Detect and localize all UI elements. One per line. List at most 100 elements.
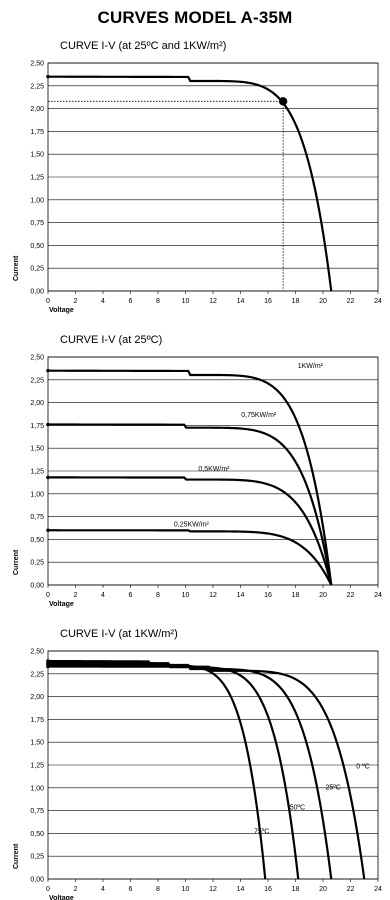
x-tick-label: 16 <box>264 592 272 599</box>
y-tick-label: 1,25 <box>30 469 44 476</box>
series-line <box>47 665 366 880</box>
series-label: 0,5KW/m² <box>198 466 230 473</box>
x-tick-label: 0 <box>46 886 50 893</box>
x-tick-label: 2 <box>74 592 78 599</box>
x-tick-label: 12 <box>209 298 217 305</box>
series-label: 1KW/m² <box>298 363 324 370</box>
y-tick-label: 0,00 <box>30 877 44 884</box>
x-tick-label: 24 <box>374 886 382 893</box>
x-axis-label: Voltage <box>49 601 74 608</box>
y-tick-label: 1,50 <box>30 446 44 453</box>
y-tick-label: 1,25 <box>30 763 44 770</box>
y-tick-label: 0,75 <box>30 808 44 815</box>
y-tick-label: 2,00 <box>30 106 44 113</box>
y-tick-label: 0,50 <box>30 537 44 544</box>
series-line <box>47 659 267 880</box>
series-label: 75ºC <box>254 828 269 835</box>
chart-1-iv-curve: 0,00 0,25 0,50 0,75 1,00 1,25 1,50 1,75 2,00 2,25… <box>13 61 382 315</box>
y-tick-label: 2,25 <box>30 83 44 90</box>
x-tick-label: 6 <box>129 298 133 305</box>
x-tick-label: 8 <box>156 592 160 599</box>
chart-1-title: CURVE I-V (at 25ºC and 1KW/m²) <box>60 40 227 52</box>
y-tick-label: 0,75 <box>30 220 44 227</box>
y-tick-label: 1,75 <box>30 129 44 136</box>
y-tick-label: 2,50 <box>30 355 44 362</box>
isc-point <box>46 422 50 427</box>
x-tick-label: 14 <box>237 592 245 599</box>
y-tick-label: 2,50 <box>30 61 44 68</box>
y-tick-label: 1,50 <box>30 740 44 747</box>
x-tick-label: 10 <box>182 886 190 893</box>
isc-point <box>46 528 50 533</box>
x-tick-label: 12 <box>209 592 217 599</box>
y-tick-label: 1,25 <box>30 175 44 182</box>
y-axis-label: Current <box>13 843 20 869</box>
isc-point <box>46 475 50 480</box>
x-tick-label: 22 <box>347 886 355 893</box>
x-tick-label: 20 <box>319 298 327 305</box>
y-tick-label: 1,75 <box>30 423 44 430</box>
y-tick-label: 2,25 <box>30 671 44 678</box>
x-axis-label: Voltage <box>49 307 74 314</box>
series-line <box>47 369 333 586</box>
y-tick-label: 0,75 <box>30 514 44 521</box>
chart-3-title: CURVE I-V (at 1KW/m²) <box>60 628 178 640</box>
chart-2-title: CURVE I-V (at 25ºC) <box>60 334 163 346</box>
max-power-point <box>278 97 288 106</box>
series-line <box>47 476 333 586</box>
x-tick-label: 16 <box>264 298 272 305</box>
x-tick-label: 6 <box>129 886 133 893</box>
x-tick-label: 22 <box>347 592 355 599</box>
series-label: 25ºC <box>325 785 340 792</box>
x-tick-label: 14 <box>237 298 245 305</box>
x-tick-label: 6 <box>129 592 133 599</box>
y-tick-label: 2,00 <box>30 694 44 701</box>
y-tick-label: 0,25 <box>30 266 44 273</box>
x-tick-label: 10 <box>182 592 190 599</box>
series-line <box>48 529 333 586</box>
y-tick-label: 1,00 <box>30 785 44 792</box>
y-tick-label: 0,50 <box>30 243 44 250</box>
series-line <box>47 423 333 586</box>
y-tick-label: 1,00 <box>30 197 44 204</box>
x-axis-label: Voltage <box>49 895 74 900</box>
series-label: 0,75KW/m² <box>241 412 277 419</box>
series-label: 50ºC <box>290 805 305 812</box>
x-tick-label: 0 <box>46 592 50 599</box>
x-tick-label: 16 <box>264 886 272 893</box>
y-tick-label: 2,00 <box>30 400 44 407</box>
isc-point <box>46 368 50 373</box>
y-tick-label: 2,50 <box>30 649 44 656</box>
y-tick-label: 1,00 <box>30 491 44 498</box>
chart-2-iv-irradiance: 0,00 0,25 0,50 0,75 1,00 1,25 1,50 1,75 2,00 2,25… <box>13 355 382 609</box>
x-tick-label: 24 <box>374 298 382 305</box>
x-tick-label: 18 <box>292 298 300 305</box>
y-tick-label: 2,25 <box>30 377 44 384</box>
x-tick-label: 4 <box>101 886 105 893</box>
series-line <box>47 75 333 292</box>
y-tick-label: 0,00 <box>30 583 44 590</box>
x-tick-label: 10 <box>182 298 190 305</box>
y-axis-label: Current <box>13 255 20 281</box>
y-tick-label: 1,75 <box>30 717 44 724</box>
x-tick-label: 2 <box>74 298 78 305</box>
isc-point <box>46 74 50 79</box>
x-tick-label: 0 <box>46 298 50 305</box>
y-tick-label: 0,00 <box>30 289 44 296</box>
y-tick-label: 1,50 <box>30 152 44 159</box>
y-tick-label: 0,25 <box>30 854 44 861</box>
x-tick-label: 8 <box>156 886 160 893</box>
y-axis-label: Current <box>13 549 20 575</box>
x-tick-label: 18 <box>292 592 300 599</box>
chart-3-iv-temperature: 0,00 0,25 0,50 0,75 1,00 1,25 1,50 1,75 2,00 2,25… <box>13 649 382 900</box>
x-tick-label: 4 <box>101 298 105 305</box>
series-label: 0,25KW/m² <box>174 522 210 529</box>
x-tick-label: 20 <box>319 886 327 893</box>
y-tick-label: 0,50 <box>30 831 44 838</box>
x-tick-label: 14 <box>237 886 245 893</box>
x-tick-label: 8 <box>156 298 160 305</box>
x-tick-label: 4 <box>101 592 105 599</box>
x-tick-label: 12 <box>209 886 217 893</box>
x-tick-label: 18 <box>292 886 300 893</box>
x-tick-label: 20 <box>319 592 327 599</box>
